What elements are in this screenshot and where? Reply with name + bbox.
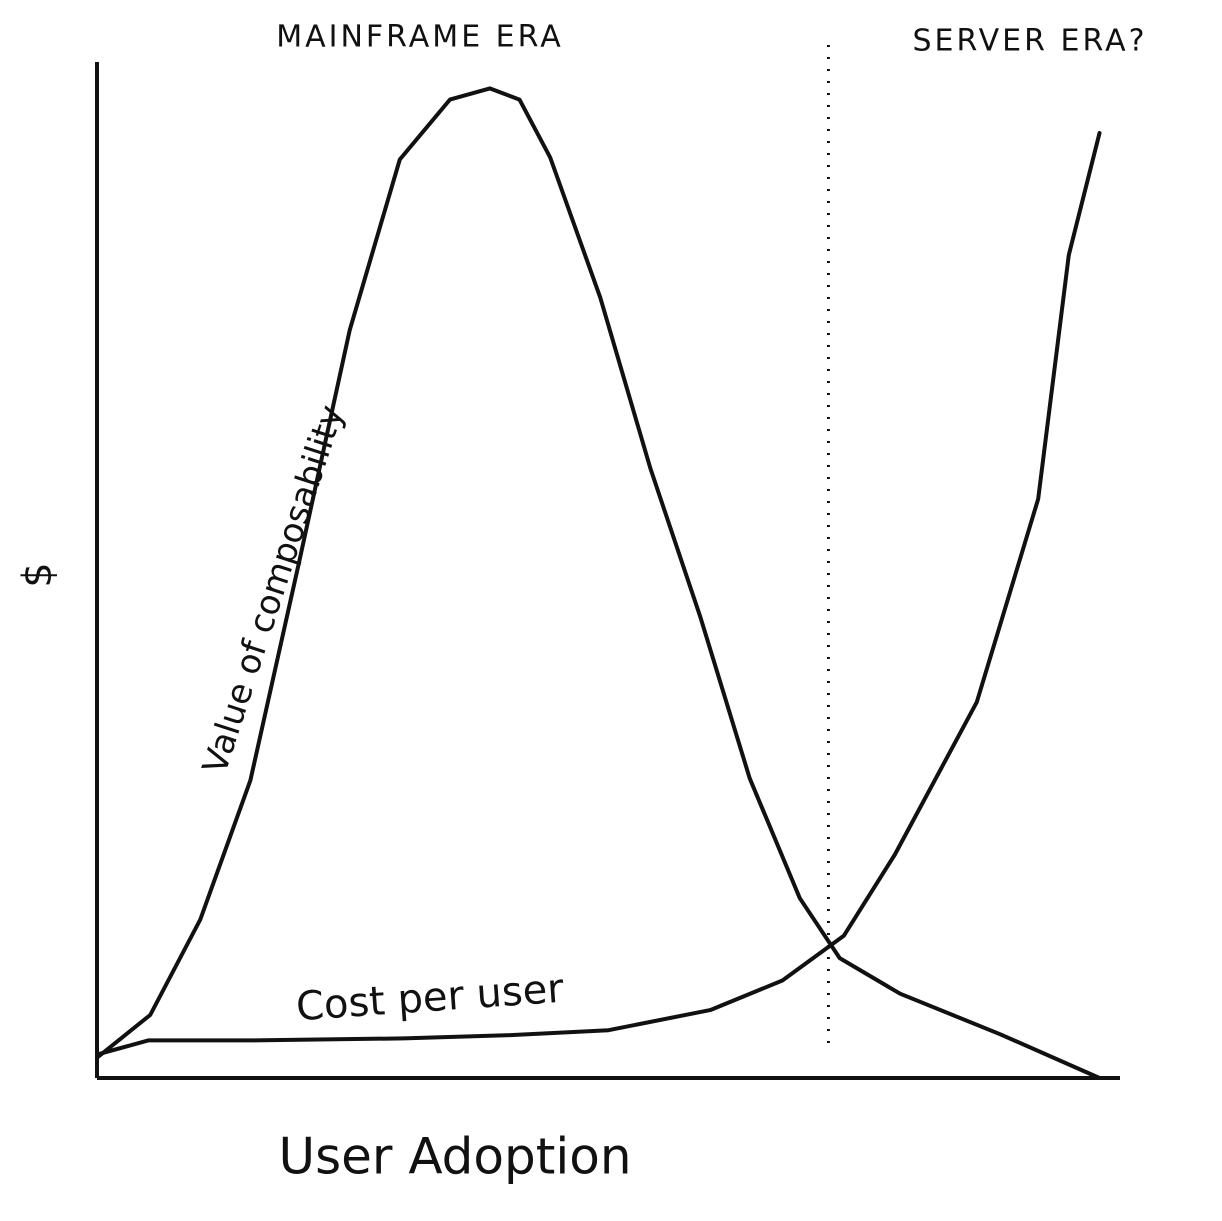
series-label: Value of composability bbox=[195, 400, 352, 778]
era-label: SERVER ERA? bbox=[912, 24, 1147, 59]
x-axis-label: User Adoption bbox=[278, 1128, 631, 1186]
series-line bbox=[95, 86, 1102, 1080]
series-line bbox=[95, 131, 1102, 1057]
era-label: MAINFRAME ERA bbox=[276, 20, 564, 55]
y-axis-label: $ bbox=[15, 562, 61, 587]
series-label: Cost per user bbox=[295, 966, 566, 1031]
